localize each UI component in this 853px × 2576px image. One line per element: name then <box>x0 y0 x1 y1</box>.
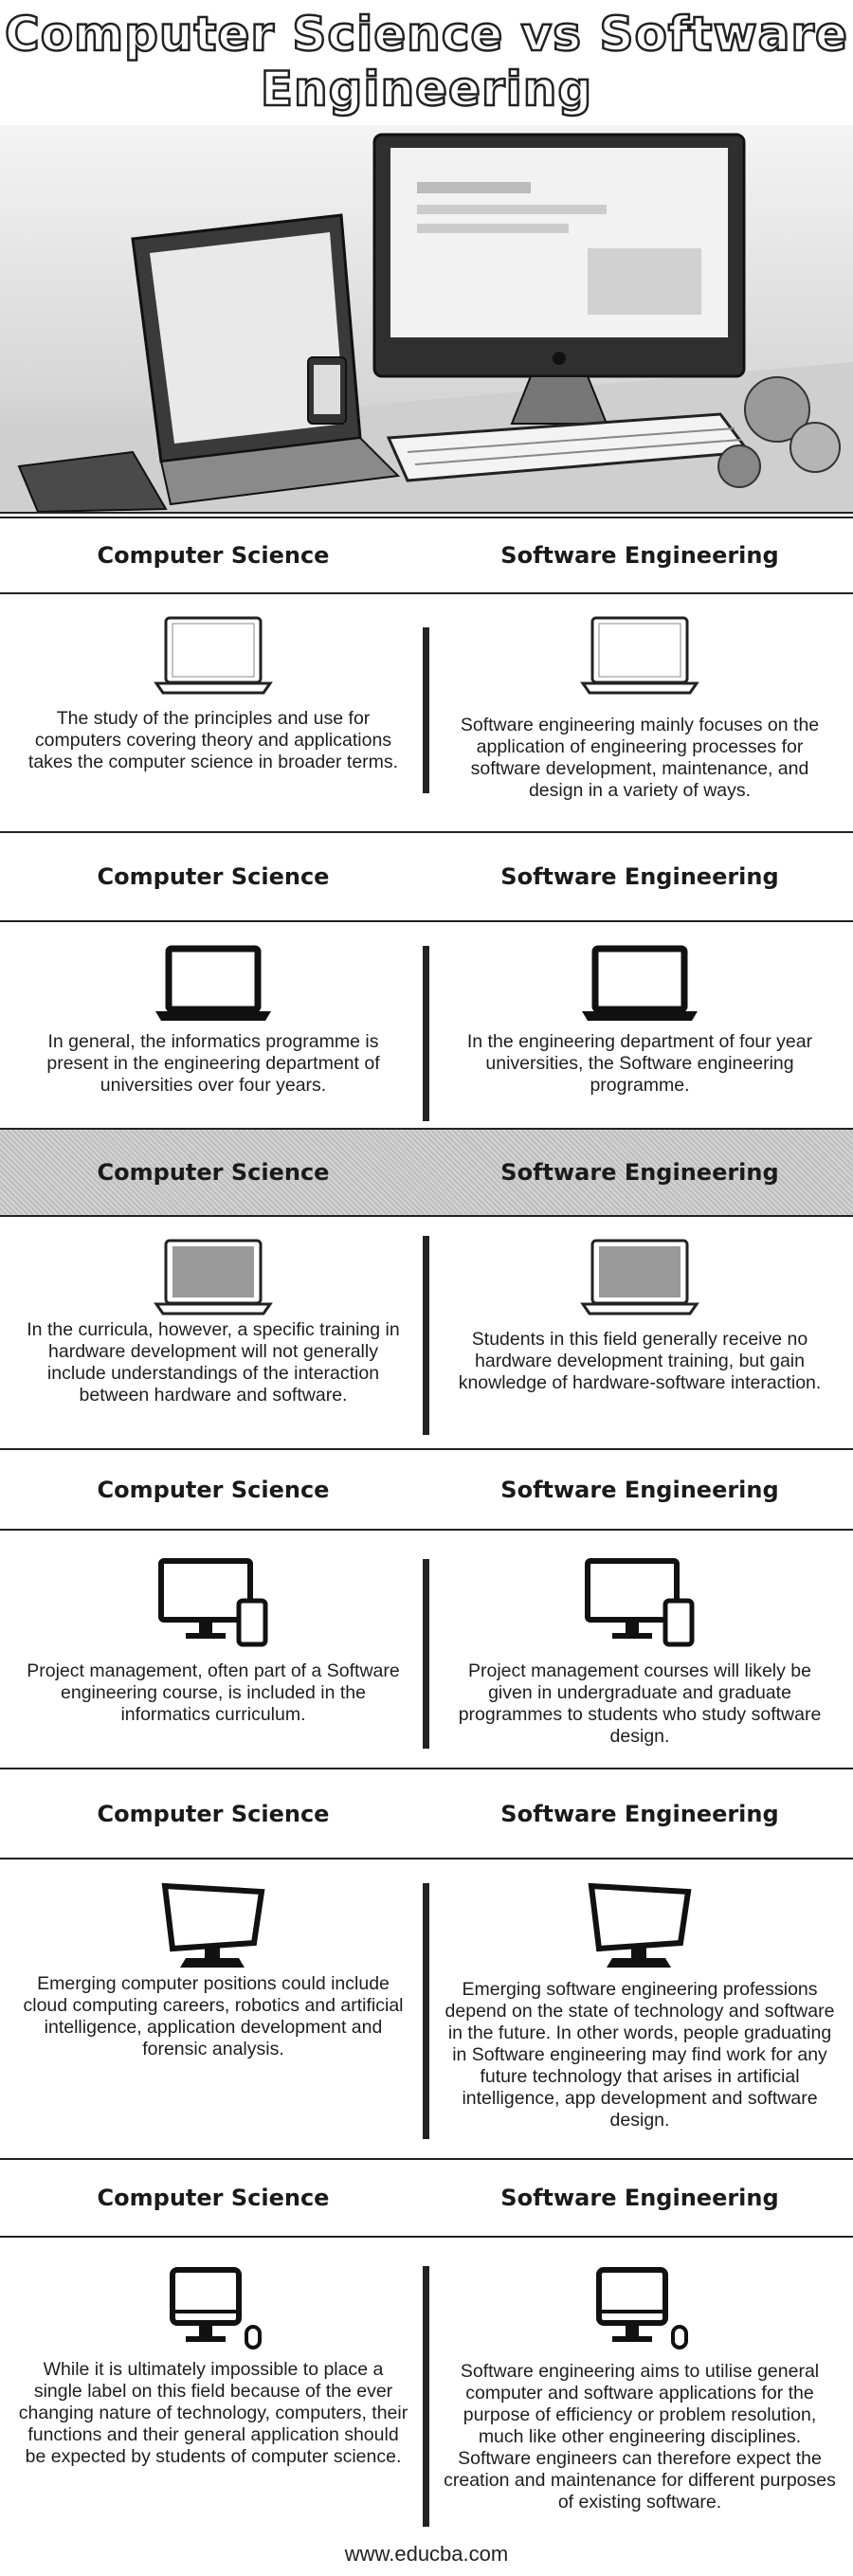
left-cell: In the curricula, however, a specific tr… <box>0 1217 426 1448</box>
monitor-mouse-icon <box>0 2266 426 2361</box>
software-engineering-description: Software engineering aims to utilise gen… <box>444 2361 836 2513</box>
heading-computer-science: Computer Science <box>97 1159 330 1186</box>
hero-image <box>0 125 853 514</box>
row-3-header: Computer Science Software Engineering <box>0 1130 853 1215</box>
divider-line <box>0 1448 853 1450</box>
page-title: Computer Science vs Software Engineering <box>0 0 853 123</box>
divider-line <box>0 1858 853 1859</box>
row-2-content: In general, the informatics programme is… <box>0 922 853 1128</box>
title-line-1: Computer Science vs Software <box>4 6 848 63</box>
divider-line <box>0 1215 853 1217</box>
software-engineering-description: In the engineering department of four ye… <box>466 1031 813 1096</box>
software-engineering-description: Software engineering mainly focuses on t… <box>460 715 820 801</box>
column-divider <box>423 627 429 793</box>
heading-computer-science: Computer Science <box>97 1476 330 1503</box>
column-divider <box>423 2266 429 2527</box>
row-1-content: The study of the principles and use for … <box>0 594 853 831</box>
left-cell: Project management, often part of a Soft… <box>0 1531 426 1768</box>
column-divider <box>423 1883 429 2139</box>
title-line-2: Engineering <box>260 61 593 118</box>
heading-software-engineering: Software Engineering <box>500 1800 779 1827</box>
right-cell: Emerging software engineering profession… <box>426 1859 853 2158</box>
software-engineering-description: Students in this field generally receive… <box>458 1329 822 1393</box>
divider-line <box>0 831 853 833</box>
heading-software-engineering: Software Engineering <box>500 2185 779 2211</box>
hero-illustration <box>0 133 853 512</box>
left-cell: The study of the principles and use for … <box>0 594 426 831</box>
row-6-header: Computer Science Software Engineering <box>0 2160 853 2236</box>
monitor-phone-icon <box>426 1557 853 1652</box>
divider-line <box>0 920 853 922</box>
divider-line <box>0 517 853 518</box>
computer-science-description: In general, the informatics programme is… <box>46 1031 380 1096</box>
crt-monitor-icon <box>0 1880 426 1975</box>
laptop-icon <box>0 943 426 1028</box>
divider-line <box>0 2236 853 2238</box>
computer-science-description: Emerging computer positions could includ… <box>23 1973 404 2059</box>
right-cell: Software engineering aims to utilise gen… <box>426 2238 853 2537</box>
left-cell: In general, the informatics programme is… <box>0 922 426 1128</box>
computer-science-description: In the curricula, however, a specific tr… <box>27 1319 400 1406</box>
computer-science-description: While it is ultimately impossible to pla… <box>18 2359 408 2467</box>
row-6-content: While it is ultimately impossible to pla… <box>0 2238 853 2537</box>
monitor-mouse-icon <box>426 2266 853 2361</box>
phone-icon <box>307 356 347 425</box>
heading-computer-science: Computer Science <box>97 863 330 890</box>
heading-computer-science: Computer Science <box>97 2185 330 2211</box>
heading-software-engineering: Software Engineering <box>500 863 779 890</box>
row-2-header: Computer Science Software Engineering <box>0 833 853 920</box>
row-4-header: Computer Science Software Engineering <box>0 1450 853 1529</box>
heading-software-engineering: Software Engineering <box>500 542 779 569</box>
left-cell: Emerging computer positions could includ… <box>0 1859 426 2158</box>
heading-computer-science: Computer Science <box>97 542 330 569</box>
software-engineering-description: Project management courses will likely b… <box>458 1660 822 1747</box>
right-cell: In the engineering department of four ye… <box>426 922 853 1128</box>
computer-science-description: Project management, often part of a Soft… <box>27 1660 400 1725</box>
crt-monitor-icon <box>426 1880 853 1975</box>
divider-line <box>0 1768 853 1769</box>
heading-software-engineering: Software Engineering <box>500 1476 779 1503</box>
right-cell: Project management courses will likely b… <box>426 1531 853 1768</box>
heading-computer-science: Computer Science <box>97 1800 330 1827</box>
row-1-header: Computer Science Software Engineering <box>0 518 853 592</box>
tablet-icon <box>17 450 168 512</box>
computer-science-description: The study of the principles and use for … <box>27 708 399 772</box>
laptop-icon <box>131 213 401 506</box>
column-divider <box>423 1236 429 1435</box>
row-5-header: Computer Science Software Engineering <box>0 1769 853 1858</box>
laptop-screen-icon <box>426 1236 853 1321</box>
divider-line <box>0 1128 853 1130</box>
divider-line <box>0 592 853 594</box>
flower-decoration <box>717 376 841 488</box>
row-5-content: Emerging computer positions could includ… <box>0 1859 853 2158</box>
left-cell: While it is ultimately impossible to pla… <box>0 2238 426 2537</box>
software-engineering-description: Emerging software engineering profession… <box>445 1979 835 2131</box>
divider-line <box>0 2158 853 2160</box>
laptop-outline-icon <box>426 613 853 698</box>
row-3-content: In the curricula, however, a specific tr… <box>0 1217 853 1448</box>
row-4-content: Project management, often part of a Soft… <box>0 1531 853 1768</box>
heading-software-engineering: Software Engineering <box>500 1159 779 1186</box>
laptop-outline-icon <box>0 613 426 698</box>
column-divider <box>423 1559 429 1749</box>
laptop-icon <box>426 943 853 1028</box>
right-cell: Students in this field generally receive… <box>426 1217 853 1448</box>
divider-line <box>0 1529 853 1531</box>
right-cell: Software engineering mainly focuses on t… <box>426 594 853 831</box>
footer-url: www.educba.com <box>344 2542 509 2566</box>
laptop-screen-icon <box>0 1236 426 1321</box>
column-divider <box>423 946 429 1121</box>
monitor-phone-icon <box>0 1557 426 1652</box>
